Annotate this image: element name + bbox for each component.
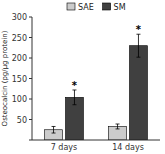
chart-svg: 50 100 150 200 250 300Osteocalcin (pg/μg prot… [0,0,165,154]
y-tick-label: 300 [12,13,27,22]
bars [45,34,148,140]
error-line [53,126,54,133]
y-axis-label: Osteocalcin (pg/μg protein) [1,30,9,126]
error-cap [136,57,140,58]
annotations: ** [72,24,142,91]
y-tick-label: 200 [12,54,27,63]
y-axis-line [32,17,33,140]
error-cap [52,133,56,134]
legend-label: SM [114,3,126,12]
y-tick-label: 50 [17,116,27,125]
error-cap [116,128,120,129]
bar [130,46,148,140]
y-tick-label: 100 [12,95,27,104]
error-bar [136,34,140,57]
x-tick-label: 7 days [51,143,78,152]
error-line [117,124,118,129]
error-cap [52,126,56,127]
legend-label: SAE [78,3,94,12]
x-axis: 7 days 14 days [32,140,160,152]
error-bar [116,124,120,129]
x-axis-line [32,140,160,141]
annotation: * [136,24,142,35]
y-tick-label: 150 [12,75,27,84]
y-tick-label: 250 [12,34,27,43]
error-cap [72,104,76,105]
x-tick-label: 14 days [112,143,144,152]
y-axis: 50 100 150 200 250 300 [12,13,32,140]
error-bar [72,90,76,105]
error-line [138,34,139,57]
legend-swatch [67,3,75,10]
legend: SAE SM [67,3,126,12]
error-cap [116,124,120,125]
chart-container: 50 100 150 200 250 300Osteocalcin (pg/μg prot… [0,0,165,154]
error-bar [52,126,56,133]
legend-swatch [103,3,111,10]
annotation: * [72,80,78,91]
error-line [74,90,75,105]
